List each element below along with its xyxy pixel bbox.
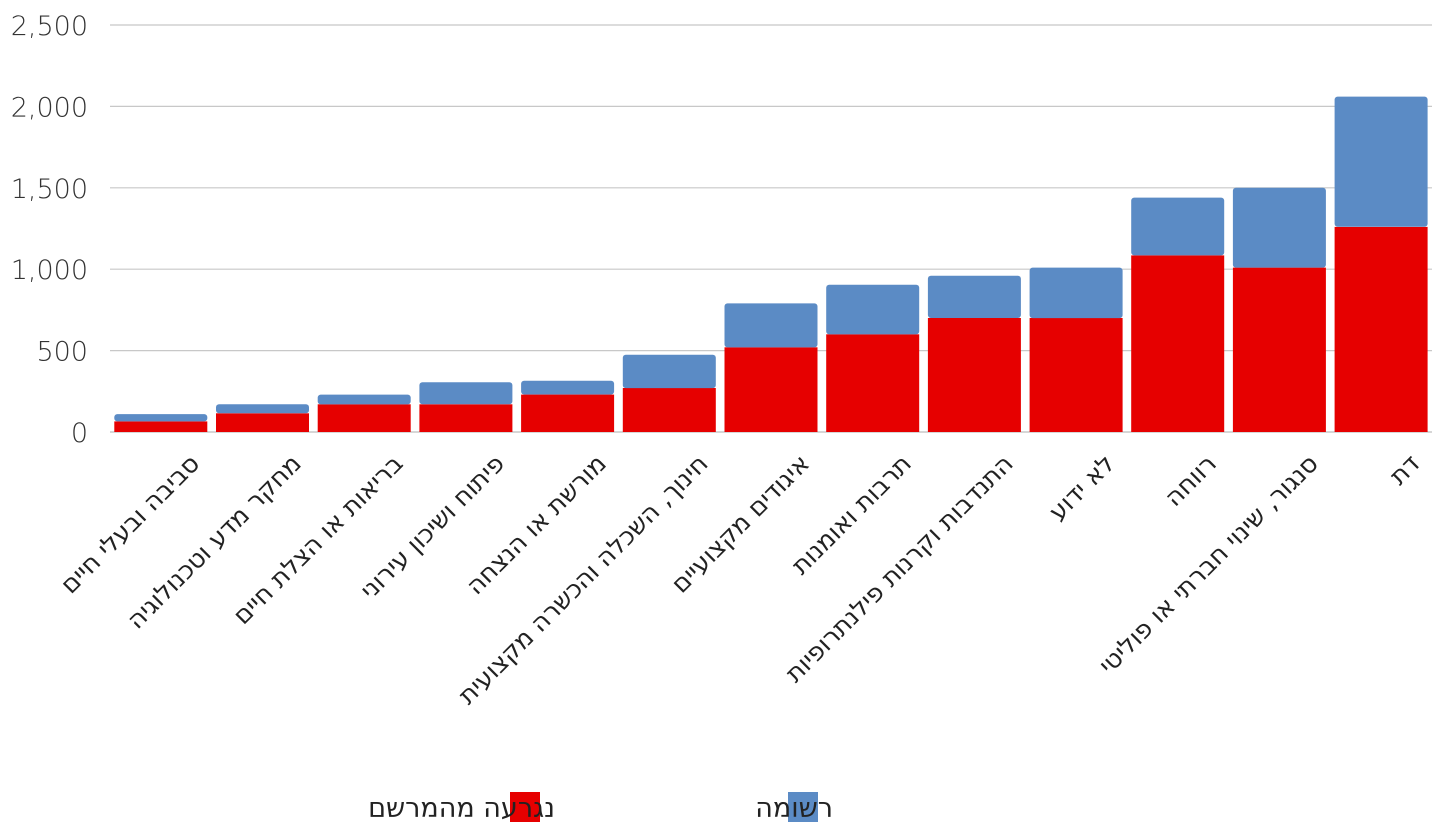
y-tick-label: 2,500 xyxy=(11,11,88,42)
x-category-label: בריאות או הצלת חיים xyxy=(227,449,408,630)
bar-segment-registered xyxy=(1029,267,1123,319)
legend: נגרעה מהמרשם רשומה xyxy=(368,792,833,824)
bar-segment-registered xyxy=(114,414,208,422)
bar-segment-registered xyxy=(1232,187,1326,268)
y-tick-label: 1,500 xyxy=(11,174,88,205)
y-tick-label: 500 xyxy=(36,337,88,368)
legend-label-registered: רשומה xyxy=(755,793,833,824)
y-tick-label: 2,000 xyxy=(11,92,88,123)
bar-segment-removed xyxy=(1334,226,1428,432)
bar-segment-removed xyxy=(521,394,615,432)
y-axis-ticks: 0 500 1,000 1,500 2,000 2,500 xyxy=(11,11,88,449)
x-category-label: דת xyxy=(1384,449,1426,491)
bar-segment-removed xyxy=(216,413,309,432)
legend-swatch-registered xyxy=(788,792,818,822)
bar-segment-registered xyxy=(1334,96,1428,227)
bar-segment-removed xyxy=(419,404,513,432)
bar-segment-removed xyxy=(622,388,716,432)
bar-segment-removed xyxy=(1029,318,1123,432)
bar-segment-removed xyxy=(114,421,208,432)
bar-segment-registered xyxy=(1131,197,1225,256)
x-category-label: סנגור, שינוי חברתי או פוליטי xyxy=(1093,449,1324,680)
x-category-label: לא ידוע xyxy=(1043,449,1120,526)
x-category-label: רווחה xyxy=(1159,449,1222,512)
bar-segment-removed xyxy=(826,334,920,432)
bar-segment-registered xyxy=(317,394,411,405)
x-category-label: מחקר מדע וטכנולוגיה xyxy=(121,449,307,635)
bar-segment-registered xyxy=(724,303,818,348)
legend-swatch-removed xyxy=(510,792,540,822)
bar-segment-removed xyxy=(317,404,411,432)
bar-segment-removed xyxy=(1131,255,1225,432)
bar-segment-removed xyxy=(724,347,818,432)
bar-segment-removed xyxy=(927,318,1021,432)
bar-segment-registered xyxy=(826,284,920,335)
bars xyxy=(114,96,1428,432)
bar-segment-registered xyxy=(521,380,615,395)
bar-segment-registered xyxy=(419,382,513,405)
bar-segment-registered xyxy=(216,404,309,414)
y-tick-label: 1,000 xyxy=(11,255,88,286)
bar-segment-removed xyxy=(1232,267,1326,432)
legend-label-removed: נגרעה מהמרשם xyxy=(368,793,555,824)
bar-segment-registered xyxy=(622,354,716,389)
bar-segment-registered xyxy=(927,275,1021,318)
y-tick-label: 0 xyxy=(71,418,88,449)
